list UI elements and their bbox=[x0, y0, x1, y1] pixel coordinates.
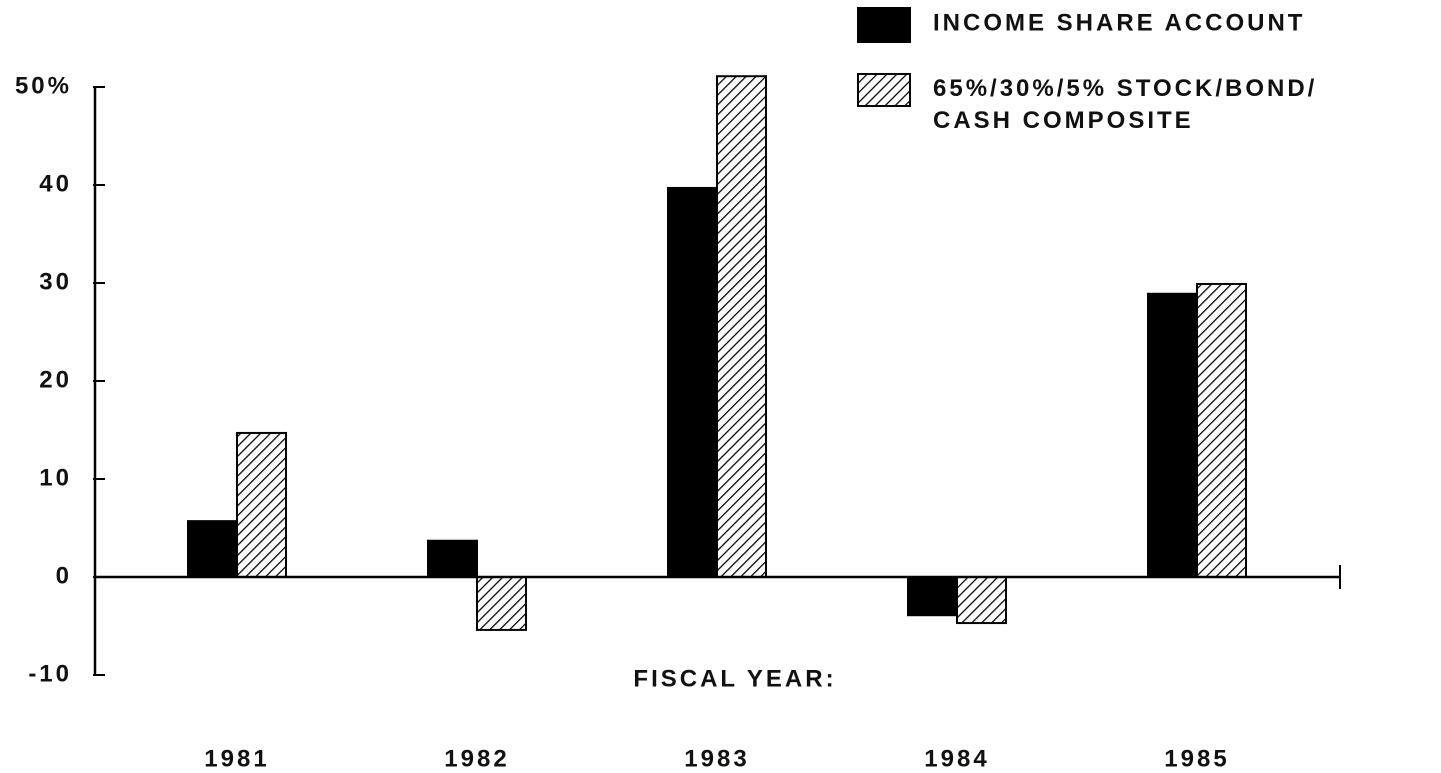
legend-label: 65%/30%/5% STOCK/BOND/CASH COMPOSITE bbox=[933, 75, 1317, 134]
bar bbox=[667, 186, 718, 578]
x-tick-label: 1985 bbox=[1164, 745, 1229, 772]
bar bbox=[716, 75, 767, 578]
y-tick-label: 50% bbox=[15, 72, 72, 99]
bar bbox=[1196, 282, 1247, 578]
y-tick-label: 0 bbox=[56, 562, 72, 589]
legend-label: INCOME SHARE ACCOUNT bbox=[933, 9, 1305, 36]
x-axis-label: FISCAL YEAR: bbox=[633, 665, 836, 692]
bar bbox=[187, 520, 238, 579]
y-tick-label: -10 bbox=[28, 660, 72, 687]
bar bbox=[427, 539, 478, 578]
x-tick-label: 1982 bbox=[444, 745, 509, 772]
legend-swatch bbox=[857, 73, 911, 107]
bar bbox=[1147, 292, 1198, 578]
bar bbox=[236, 431, 287, 578]
bar bbox=[907, 576, 958, 617]
legend-label-line: CASH COMPOSITE bbox=[933, 107, 1194, 134]
y-tick-label: 20 bbox=[39, 366, 72, 393]
y-tick-label: 10 bbox=[39, 464, 72, 491]
y-tick-label: 40 bbox=[39, 170, 72, 197]
y-tick-label: 30 bbox=[39, 268, 72, 295]
bar bbox=[476, 576, 527, 631]
x-tick-label: 1981 bbox=[204, 745, 269, 772]
legend-label-line: 65%/30%/5% STOCK/BOND/ bbox=[933, 75, 1317, 102]
x-tick-label: 1983 bbox=[684, 745, 749, 772]
legend-swatch bbox=[857, 7, 911, 43]
x-tick-label: 1984 bbox=[924, 745, 989, 772]
bar bbox=[956, 576, 1007, 625]
